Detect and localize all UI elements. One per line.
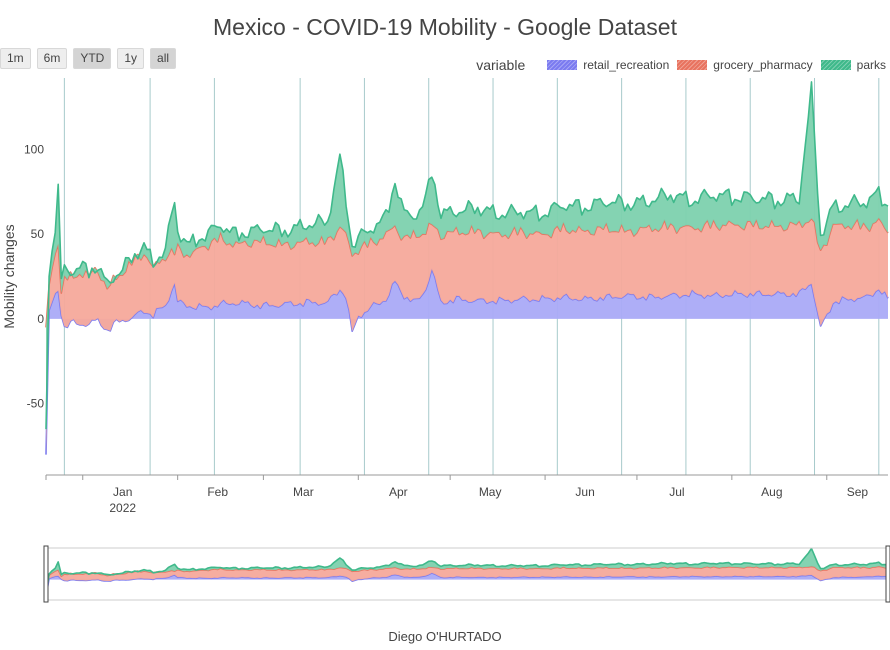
- legend-label-retail-recreation: retail_recreation: [583, 58, 670, 72]
- range-button-ytd[interactable]: YTD: [73, 48, 112, 69]
- x-tick-label: Mar: [293, 485, 314, 499]
- slider-series-retail-recreation-area: [46, 573, 888, 598]
- legend-swatch-retail-recreation: [547, 60, 578, 70]
- series-grocery-pharmacy-area: [46, 218, 888, 455]
- x-tick-label: Jun: [575, 485, 594, 499]
- x-tick-label: May: [479, 485, 502, 499]
- x-tick-label: Jan: [113, 485, 132, 499]
- y-tick-label: 0: [37, 312, 44, 326]
- legend-label-parks: parks: [856, 58, 886, 72]
- range-slider-right-handle[interactable]: [885, 545, 890, 603]
- y-tick-label: -50: [27, 397, 45, 411]
- y-tick-label: 100: [24, 142, 44, 156]
- main-plot-area[interactable]: -50 0 50 100 Jan 2022 Feb Mar Apr May Jun Jul Aug Sep: [24, 78, 889, 515]
- x-tick-label: Sep: [847, 485, 869, 499]
- range-button-1y[interactable]: 1y: [117, 48, 145, 69]
- footer-credit: Diego O'HURTADO: [388, 629, 502, 644]
- x-tick-label: Aug: [761, 485, 782, 499]
- legend-label-grocery-pharmacy: grocery_pharmacy: [713, 58, 813, 72]
- legend-item-parks[interactable]: parks: [820, 58, 886, 72]
- y-tick-label: 50: [31, 227, 45, 241]
- x-tick-label: Apr: [389, 485, 408, 499]
- range-slider-left-handle[interactable]: [43, 545, 49, 603]
- legend-swatch-grocery-pharmacy: [677, 60, 708, 70]
- range-selector: 1m 6m YTD 1y all: [0, 48, 177, 69]
- legend: variable retail_recreation grocery_pharm…: [476, 57, 886, 73]
- y-axis-label: Mobility changes: [1, 224, 17, 328]
- legend-title: variable: [476, 57, 526, 73]
- range-slider[interactable]: [43, 545, 890, 603]
- legend-swatch-parks: [820, 60, 851, 70]
- chart-title: Mexico - COVID-19 Mobility - Google Data…: [213, 14, 677, 40]
- range-button-all[interactable]: all: [150, 48, 177, 69]
- series-retail-recreation-area: [46, 269, 888, 455]
- slider-series-parks-line[interactable]: [45, 547, 889, 595]
- range-button-1m[interactable]: 1m: [0, 48, 31, 69]
- legend-item-retail-recreation[interactable]: retail_recreation: [547, 58, 669, 72]
- x-tick-label: Jul: [669, 485, 684, 499]
- series-parks-line[interactable]: [45, 81, 889, 430]
- range-button-6m[interactable]: 6m: [36, 48, 68, 69]
- x-tick-year-label: 2022: [109, 501, 136, 515]
- legend-item-grocery-pharmacy[interactable]: grocery_pharmacy: [677, 58, 813, 72]
- x-tick-label: Feb: [207, 485, 228, 499]
- slider-series-grocery-pharmacy-area: [46, 566, 888, 598]
